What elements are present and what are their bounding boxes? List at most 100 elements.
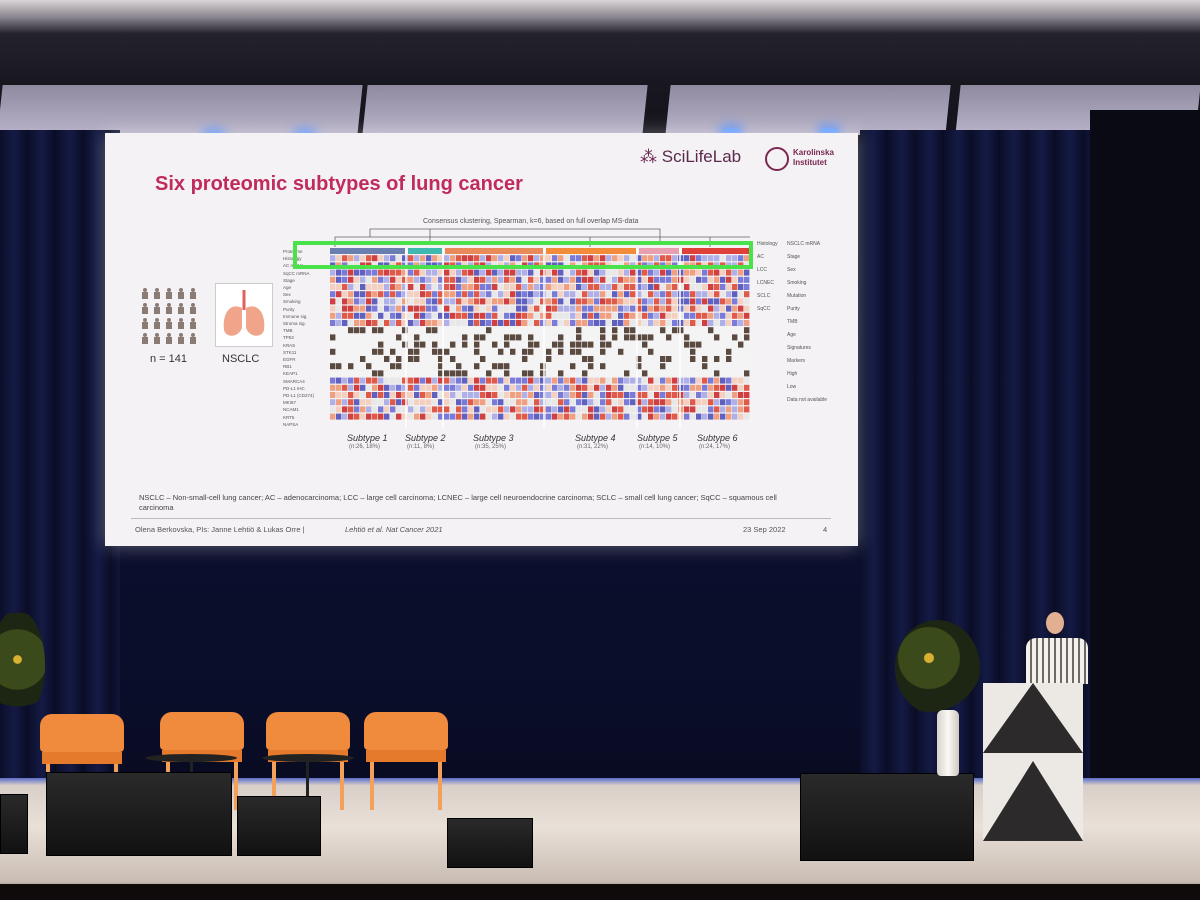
heatmap-cell <box>582 413 588 420</box>
heatmap-cell <box>390 255 396 262</box>
heatmap-cell <box>672 370 678 377</box>
heatmap-cell <box>348 392 354 398</box>
heatmap-cell <box>366 312 372 319</box>
heatmap-cell <box>486 392 492 398</box>
heatmap-cell <box>672 356 678 362</box>
heatmap-cell <box>546 284 552 290</box>
heatmap-cell <box>438 276 444 283</box>
heatmap-cell <box>402 255 408 262</box>
heatmap-cell <box>504 348 510 355</box>
heatmap-cell <box>642 276 648 283</box>
scilifelab-logo: ⁂ SciLifeLab <box>640 147 741 167</box>
heatmap-cell <box>396 305 402 312</box>
heatmap-cell <box>654 384 660 391</box>
heatmap-cell <box>372 413 378 420</box>
heatmap-cell <box>576 320 582 326</box>
heatmap-cell <box>378 348 384 355</box>
heatmap-cell <box>534 356 540 362</box>
heatmap-cell <box>726 269 732 276</box>
heatmap-cell <box>564 406 570 413</box>
heatmap-cell <box>336 255 342 262</box>
heatmap-cell <box>588 291 594 298</box>
heatmap-cell <box>486 356 492 362</box>
heatmap-cell <box>564 291 570 298</box>
heatmap-cell <box>420 334 426 341</box>
heatmap-cell <box>654 348 660 355</box>
proteomic-heatmap <box>330 248 750 428</box>
heatmap-cell <box>492 399 498 406</box>
heatmap-cell <box>696 348 702 355</box>
heatmap-cell <box>432 413 438 420</box>
heatmap-cell <box>564 356 570 362</box>
heatmap-cell <box>732 255 738 262</box>
heatmap-cell <box>522 276 528 283</box>
legend-label: LCC <box>757 267 768 273</box>
heatmap-cell <box>690 269 696 276</box>
heatmap-cell <box>594 370 600 377</box>
heatmap-cell <box>414 327 420 334</box>
heatmap-cell <box>390 406 396 413</box>
heatmap-cell <box>660 356 666 362</box>
heatmap-cell <box>714 284 720 290</box>
heatmap-cell <box>510 291 516 298</box>
heatmap-cell <box>672 384 678 391</box>
heatmap-cell <box>426 356 432 362</box>
heatmap-cell <box>612 363 618 370</box>
heatmap-cell <box>342 291 348 298</box>
heatmap-cell <box>594 406 600 413</box>
heatmap-cell <box>552 384 558 391</box>
heatmap-cell <box>468 392 474 398</box>
heatmap-cell <box>546 305 552 312</box>
heatmap-cell <box>450 392 456 398</box>
heatmap-cell <box>492 363 498 370</box>
heatmap-cell <box>438 370 444 377</box>
heatmap-cell <box>618 276 624 283</box>
heatmap-cell <box>336 399 342 406</box>
heatmap-cell <box>546 363 552 370</box>
heatmap-cell <box>702 377 708 384</box>
heatmap-cell <box>342 269 348 276</box>
heatmap-cell <box>516 413 522 420</box>
heatmap-cell <box>576 348 582 355</box>
heatmap-cell <box>366 377 372 384</box>
heatmap-cell <box>576 413 582 420</box>
heatmap-cell <box>486 269 492 276</box>
heatmap-cell <box>378 320 384 326</box>
heatmap-cell <box>414 269 420 276</box>
heatmap-cell <box>726 276 732 283</box>
heatmap-cell <box>354 269 360 276</box>
cohort-size: n = 141 <box>150 353 188 365</box>
heatmap-cell <box>474 291 480 298</box>
heatmap-cell <box>516 370 522 377</box>
heatmap-cell <box>564 284 570 290</box>
heatmap-cell <box>600 284 606 290</box>
heatmap-cell <box>696 341 702 348</box>
clustering-caption: Consensus clustering, Spearman, k=6, bas… <box>423 218 639 225</box>
flower-vase <box>937 710 959 776</box>
person-icon <box>165 318 173 329</box>
heatmap-cell <box>504 406 510 413</box>
heatmap-cell <box>576 392 582 398</box>
heatmap-cell <box>480 406 486 413</box>
heatmap-cell <box>372 392 378 398</box>
footer-divider <box>131 518 831 519</box>
heatmap-cell <box>480 298 486 305</box>
heatmap-cell <box>510 384 516 391</box>
heatmap-cell <box>528 334 534 341</box>
heatmap-cell <box>708 334 714 341</box>
heatmap-cell <box>444 406 450 413</box>
heatmap-cell <box>468 348 474 355</box>
heatmap-cell <box>360 377 366 384</box>
heatmap-cell <box>672 255 678 262</box>
heatmap-cell <box>666 320 672 326</box>
heatmap-cell <box>564 305 570 312</box>
heatmap-cell <box>492 269 498 276</box>
heatmap-cell <box>564 320 570 326</box>
heatmap-cell <box>516 384 522 391</box>
projected-slide: ⁂ SciLifeLab Karolinska Institutet Six p… <box>105 133 858 546</box>
heatmap-cell <box>642 284 648 290</box>
heatmap-cell <box>630 334 636 341</box>
heatmap-cell <box>456 320 462 326</box>
heatmap-cell <box>348 406 354 413</box>
heatmap-cell <box>570 305 576 312</box>
